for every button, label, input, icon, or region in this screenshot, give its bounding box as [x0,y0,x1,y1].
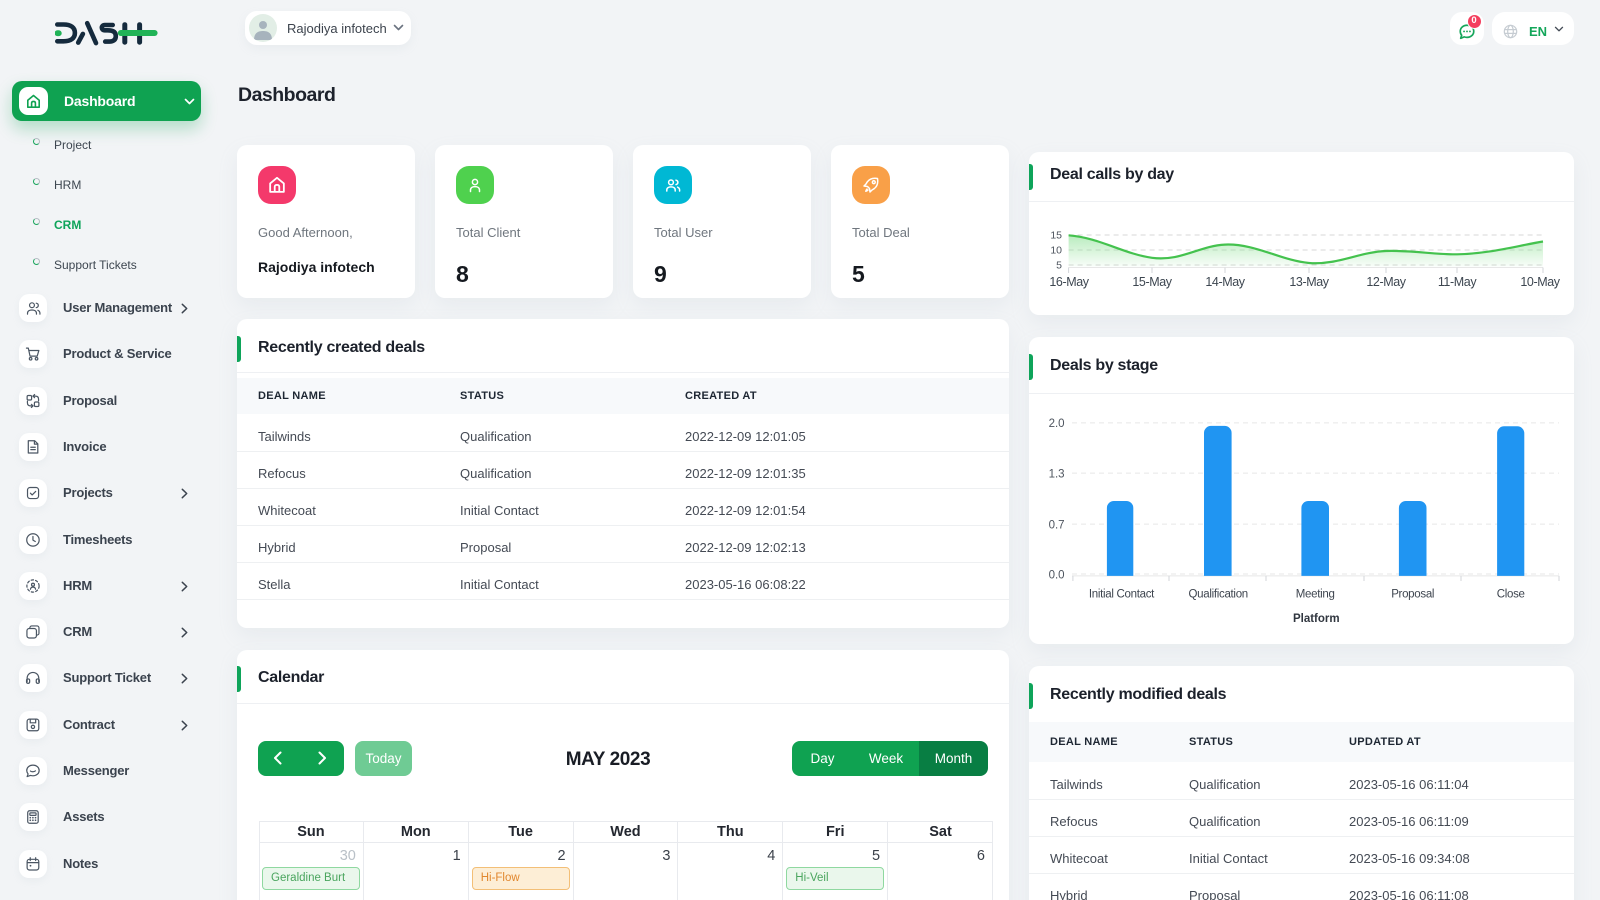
svg-text:0.0: 0.0 [1049,569,1065,581]
svg-text:Platform: Platform [1293,613,1340,625]
svg-text:15: 15 [1050,230,1062,242]
svg-text:11-May: 11-May [1438,275,1478,289]
svg-text:0.7: 0.7 [1049,519,1065,531]
svg-text:16-May: 16-May [1049,275,1089,289]
svg-text:1.3: 1.3 [1049,469,1065,481]
svg-text:Qualification: Qualification [1189,589,1248,601]
svg-text:2.0: 2.0 [1049,418,1065,430]
svg-text:14-May: 14-May [1205,275,1245,289]
svg-text:Proposal: Proposal [1391,589,1434,601]
svg-text:13-May: 13-May [1289,275,1329,289]
svg-text:10: 10 [1050,245,1062,257]
svg-text:15-May: 15-May [1132,275,1172,289]
svg-text:Close: Close [1497,589,1525,601]
svg-text:Meeting: Meeting [1296,589,1335,601]
svg-text:Initial Contact: Initial Contact [1089,589,1155,601]
svg-text:5: 5 [1056,260,1062,272]
svg-text:12-May: 12-May [1366,275,1406,289]
svg-text:10-May: 10-May [1520,275,1560,289]
